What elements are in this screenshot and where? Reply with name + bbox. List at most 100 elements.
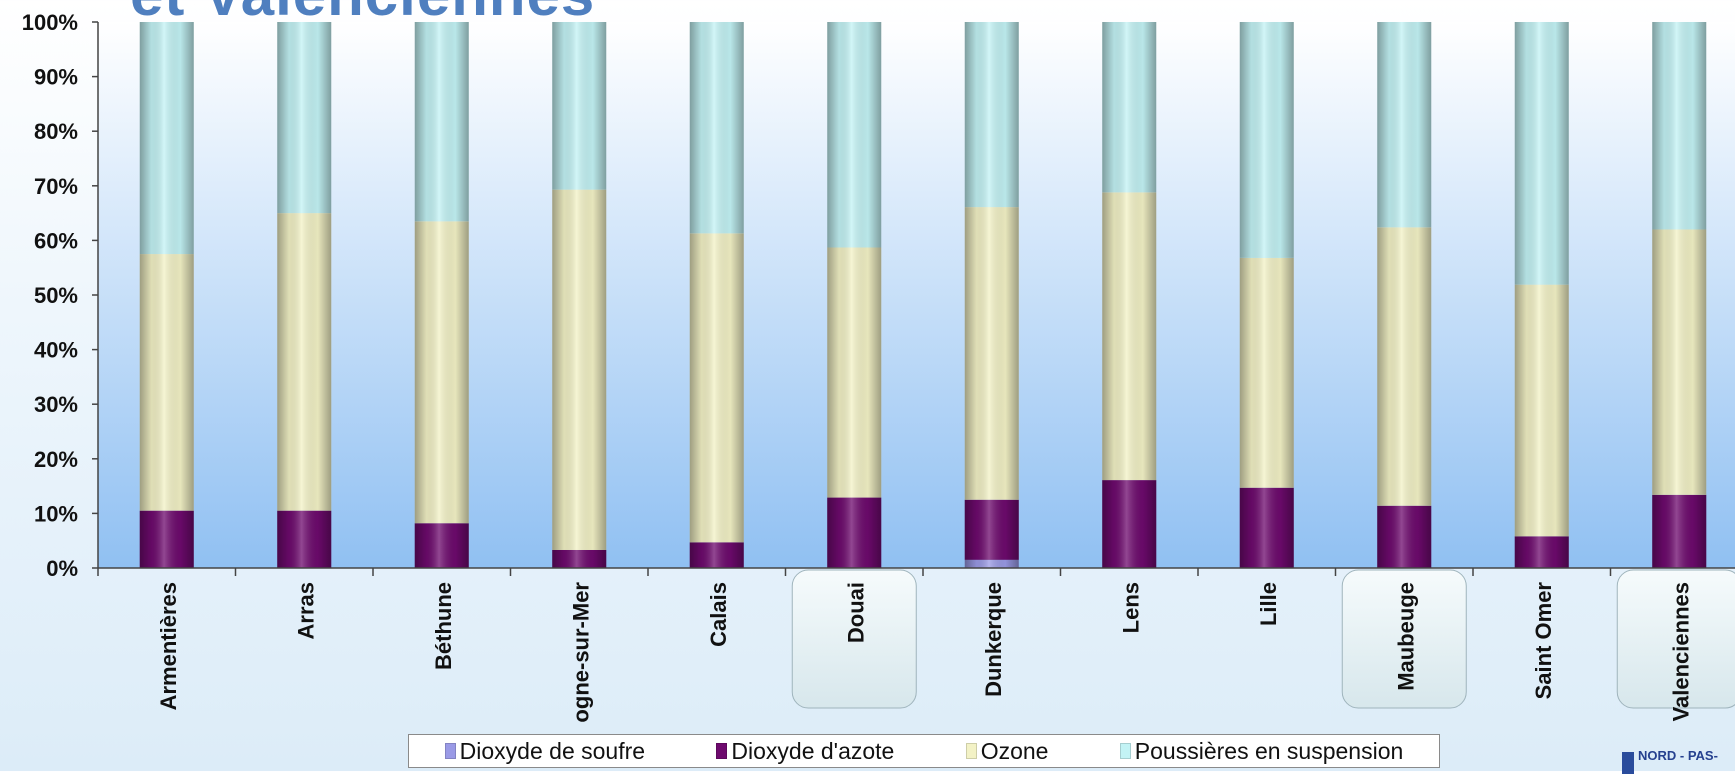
legend-label-dioxyde-d-azote: Dioxyde d'azote xyxy=(731,737,895,764)
bar-shade-boulogne-sur-mer-poussieres xyxy=(552,22,607,190)
bar-shade-douai-dioxyde-d-azote xyxy=(827,497,882,568)
bar-shade-armentieres-ozone xyxy=(139,254,194,511)
x-tick-label-arras: Arras xyxy=(293,582,318,639)
bar-segment-boulogne-sur-mer-ozone xyxy=(552,189,607,550)
bar-shade-saint-omer-ozone xyxy=(1514,284,1569,537)
bar-segment-bethune-ozone xyxy=(414,221,469,524)
bar-shade-bethune-dioxyde-d-azote xyxy=(414,523,469,568)
bar-shade-saint-omer-dioxyde-d-azote xyxy=(1514,536,1569,568)
bar-segment-arras-poussieres xyxy=(277,22,332,214)
highlight-layer xyxy=(791,569,1735,709)
bar-segment-douai-dioxyde-d-azote xyxy=(827,497,882,568)
bar-segment-maubeuge-ozone xyxy=(1377,227,1432,506)
logo-text: NORD - PAS- xyxy=(1638,748,1718,763)
bar-shade-bethune-poussieres xyxy=(414,22,469,222)
bar-shade-dunkerque-dioxyde-d-azote xyxy=(964,499,1019,560)
bar-shade-armentieres-poussieres xyxy=(139,22,194,255)
bar-segment-bethune-dioxyde-d-azote xyxy=(414,523,469,568)
bar-segment-lens-dioxyde-d-azote xyxy=(1102,480,1157,568)
x-tick-label-valenciennes: Valenciennes xyxy=(1668,582,1693,721)
bar-segment-douai-poussieres xyxy=(827,22,882,248)
bar-segment-boulogne-sur-mer-poussieres xyxy=(552,22,607,190)
bar-shade-calais-ozone xyxy=(689,233,744,543)
bar-segment-lens-poussieres xyxy=(1102,22,1157,193)
x-tick-label-dunkerque: Dunkerque xyxy=(981,582,1006,697)
plot-area xyxy=(98,22,1735,568)
x-tick-label-douai: Douai xyxy=(843,582,868,643)
bar-shade-dunkerque-ozone xyxy=(964,207,1019,500)
y-tick-label: 40% xyxy=(34,338,78,363)
bar-segment-calais-ozone xyxy=(689,233,744,543)
bar-segment-dunkerque-dioxyde-de-soufre xyxy=(964,559,1019,568)
bar-segment-valenciennes-dioxyde-d-azote xyxy=(1652,494,1707,568)
bar-shade-dunkerque-poussieres xyxy=(964,22,1019,208)
legend-label-ozone: Ozone xyxy=(980,737,1049,764)
bar-shade-maubeuge-ozone xyxy=(1377,227,1432,506)
bar-segment-dunkerque-dioxyde-d-azote xyxy=(964,499,1019,560)
bar-segment-lille-dioxyde-d-azote xyxy=(1239,487,1294,568)
bar-segment-valenciennes-ozone xyxy=(1652,229,1707,495)
bar-shade-armentieres-dioxyde-d-azote xyxy=(139,510,194,568)
bar-segment-saint-omer-ozone xyxy=(1514,284,1569,537)
bar-shade-maubeuge-poussieres xyxy=(1377,22,1432,228)
bar-segment-armentieres-ozone xyxy=(139,254,194,511)
y-tick-label: 90% xyxy=(34,65,78,90)
highlight-box-douai xyxy=(791,569,917,709)
bar-shade-lille-ozone xyxy=(1239,257,1294,488)
legend-item-dioxyde-d-azote: Dioxyde d'azote xyxy=(716,738,894,765)
legend-swatch-dioxyde-de-soufre xyxy=(444,743,456,759)
x-tick-label-lille: Lille xyxy=(1256,582,1281,626)
legend-label-poussieres: Poussières en suspension xyxy=(1134,737,1404,764)
bar-shade-boulogne-sur-mer-dioxyde-d-azote xyxy=(552,549,607,568)
bar-segment-dunkerque-ozone xyxy=(964,207,1019,500)
legend-item-ozone: Ozone xyxy=(965,737,1049,765)
legend-item-dioxyde-de-soufre: Dioxyde de soufre xyxy=(444,738,645,765)
bars-layer xyxy=(139,22,1707,568)
y-tick-label: 70% xyxy=(34,174,78,199)
x-tick-label-saint-omer: Saint Omer xyxy=(1531,582,1556,700)
chart-legend: Dioxyde de soufre Dioxyde d'azote Ozone … xyxy=(408,734,1440,768)
bar-shade-lille-dioxyde-d-azote xyxy=(1239,487,1294,568)
bar-shade-douai-poussieres xyxy=(827,22,882,248)
y-tick-label: 80% xyxy=(34,119,78,144)
bar-shade-lille-poussieres xyxy=(1239,22,1294,258)
bar-shade-lens-ozone xyxy=(1102,192,1157,481)
bar-segment-bethune-poussieres xyxy=(414,22,469,222)
y-tick-label: 20% xyxy=(34,447,78,472)
y-tick-label: 60% xyxy=(34,228,78,253)
bar-segment-valenciennes-poussieres xyxy=(1652,22,1707,230)
legend-swatch-dioxyde-d-azote xyxy=(716,743,728,759)
bar-segment-boulogne-sur-mer-dioxyde-d-azote xyxy=(552,549,607,568)
x-tick-label-bethune: Béthune xyxy=(431,582,456,670)
bar-shade-dunkerque-dioxyde-de-soufre xyxy=(964,559,1019,568)
bar-shade-saint-omer-poussieres xyxy=(1514,22,1569,285)
x-tick-label-armentieres: Armentières xyxy=(156,582,181,710)
x-tick-label-maubeuge: Maubeuge xyxy=(1393,582,1418,691)
bar-shade-arras-poussieres xyxy=(277,22,332,214)
y-tick-label: 0% xyxy=(46,556,78,581)
legend-swatch-poussieres xyxy=(1119,743,1131,759)
y-tick-label: 30% xyxy=(34,392,78,417)
bar-shade-douai-ozone xyxy=(827,247,882,498)
bar-segment-dunkerque-poussieres xyxy=(964,22,1019,208)
bar-shade-boulogne-sur-mer-ozone xyxy=(552,189,607,550)
y-tick-label: 100% xyxy=(22,10,78,35)
bar-segment-calais-dioxyde-d-azote xyxy=(689,542,744,568)
bar-segment-arras-dioxyde-d-azote xyxy=(277,510,332,568)
bar-shade-bethune-ozone xyxy=(414,221,469,524)
y-tick-label: 50% xyxy=(34,283,78,308)
bar-segment-maubeuge-poussieres xyxy=(1377,22,1432,228)
x-tick-label-lens: Lens xyxy=(1118,582,1143,633)
axis-layer: Armentières Arras Béthune ogne-sur-Mer Calai… xyxy=(22,10,1735,723)
y-tick-label: 10% xyxy=(34,501,78,526)
bar-segment-armentieres-poussieres xyxy=(139,22,194,255)
bar-shade-lens-poussieres xyxy=(1102,22,1157,193)
bar-shade-valenciennes-dioxyde-d-azote xyxy=(1652,494,1707,568)
bar-segment-douai-ozone xyxy=(827,247,882,498)
legend-item-poussieres: Poussières en suspension xyxy=(1119,737,1404,765)
bar-segment-lens-ozone xyxy=(1102,192,1157,481)
logo-mark xyxy=(1622,752,1634,774)
bar-segment-armentieres-dioxyde-d-azote xyxy=(139,510,194,568)
bar-shade-valenciennes-ozone xyxy=(1652,229,1707,495)
